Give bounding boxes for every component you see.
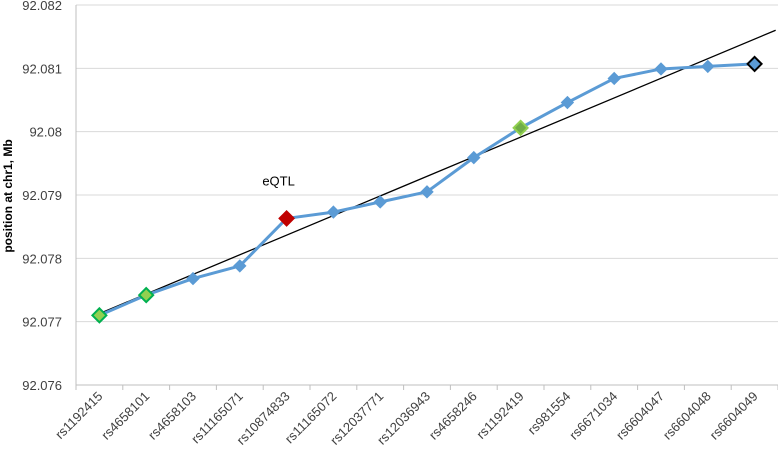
y-axis-label: position at chr1, Mb: [1, 139, 15, 252]
axes: [75, 5, 778, 390]
y-tick-label: 92.076: [22, 378, 62, 393]
y-tick-label: 92.078: [22, 251, 62, 266]
marker-layer: [90, 55, 764, 324]
data-point-marker: [654, 62, 668, 76]
y-tick-label: 92.082: [22, 0, 62, 13]
annotation-layer: eQTL: [262, 173, 295, 188]
data-point-marker: [90, 306, 108, 324]
data-point-marker: [746, 55, 764, 73]
data-point-marker: [233, 259, 247, 273]
data-point-marker: [186, 271, 200, 286]
gridlines: [76, 4, 778, 323]
eqtl-annotation: eQTL: [262, 173, 295, 188]
x-tick-label: rs1192415: [52, 389, 105, 442]
x-tick-label: rs4658101: [98, 389, 152, 443]
data-point-marker: [137, 286, 155, 304]
data-point-marker: [420, 185, 434, 199]
x-tick-label: rs6671034: [566, 389, 620, 443]
x-tick-label: rs981554: [525, 389, 574, 438]
data-point-marker: [701, 59, 715, 74]
data-point-marker: [607, 71, 621, 86]
data-point-marker: [560, 95, 575, 110]
trendline: [99, 29, 776, 315]
y-tick-label: 92.081: [22, 61, 62, 76]
y-tick-labels: 92.076 92.077 92.078 92.079 92.08 92.081 92.08…: [22, 0, 62, 393]
x-tick-label: rs1192419: [473, 389, 526, 442]
data-point-marker: [467, 150, 481, 165]
data-point-marker: [512, 119, 530, 137]
data-point-marker: [278, 210, 296, 227]
trendline-layer: [99, 29, 776, 315]
y-tick-label: 92.079: [22, 188, 62, 203]
data-point-marker: [373, 195, 387, 209]
data-point-marker: [326, 205, 341, 219]
x-tick-label: rs6604049: [707, 389, 761, 443]
y-tick-label: 92.08: [29, 125, 62, 140]
x-tick-label: rs6604047: [613, 389, 667, 443]
x-tick-label: rs6604048: [660, 389, 714, 443]
y-tick-label: 92.077: [22, 315, 62, 330]
x-tick-label: rs4658246: [426, 389, 480, 443]
x-tick-labels: rs1192415rs4658101rs4658103rs11165071rs1…: [52, 389, 761, 448]
